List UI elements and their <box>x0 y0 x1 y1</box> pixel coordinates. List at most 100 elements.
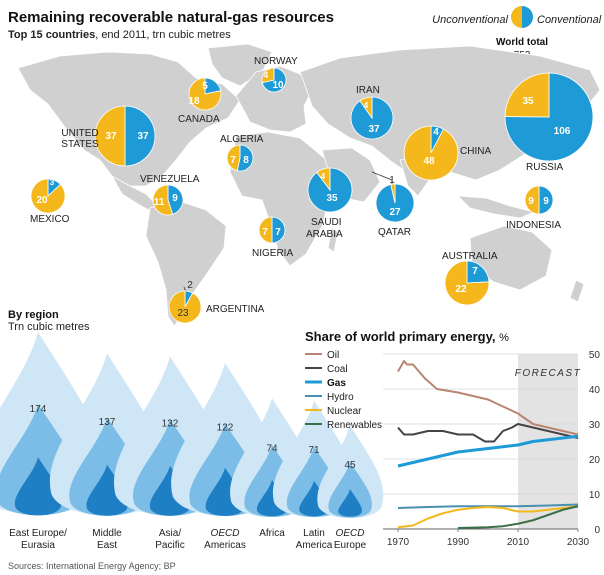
pie-slice-unconventional <box>168 290 202 324</box>
pie-slice-unconventional <box>188 77 222 111</box>
legend-label-renewables: Renewables <box>327 420 382 431</box>
flame-shape <box>86 464 128 516</box>
pie-slice-unconventional <box>152 184 174 216</box>
pie-slice-unconventional <box>390 183 396 204</box>
country-label-us-2: STATES <box>61 139 99 150</box>
series-line-renewables <box>457 505 579 529</box>
region-label-oecd-americas-2: Americas <box>204 540 246 551</box>
world-total-label: World total <box>496 37 548 48</box>
country-label-venezuela: VENEZUELA <box>140 174 200 185</box>
country-label-russia: RUSSIA <box>526 162 564 173</box>
pie-value-conventional: 3 <box>50 178 55 187</box>
pie-value-conventional: 9 <box>172 193 178 204</box>
flame-value: 122 <box>217 423 234 434</box>
pie-iran: 4 37 <box>350 96 394 140</box>
country-label-saudi-1: SAUDI <box>311 217 342 228</box>
pie-norway: 410 <box>261 67 287 93</box>
pie-saudi-arabia: 4 35 <box>307 167 353 213</box>
region-label-latin-america-2: America <box>296 540 333 551</box>
flame-value: 45 <box>344 460 356 471</box>
forecast-label: FORECAST <box>515 368 581 379</box>
region-flames: 174 137 132 122 74 71 45 <box>0 332 384 519</box>
pie-slice-conventional <box>504 72 594 162</box>
pie-value-unconventional: 11 <box>154 197 165 208</box>
y-tick-label: 40 <box>589 385 601 396</box>
pie-value-unconventional: 4 <box>364 101 369 110</box>
pie-slice-unconventional <box>30 178 66 214</box>
pie-value-conventional: 9 <box>543 196 549 207</box>
world-map <box>17 43 601 327</box>
pie-canada: 185 <box>188 77 222 111</box>
subtitle-bold: Top 15 countries <box>8 29 95 41</box>
country-label-china: CHINA <box>460 146 491 157</box>
flame-oecd-europe: 45 <box>317 425 384 519</box>
energy-chart-title-unit: % <box>499 332 509 344</box>
pie-slice-unconventional <box>94 105 126 167</box>
pie-value-conventional: 106 <box>554 126 571 137</box>
energy-chart-title: Share of world primary energy, % <box>305 329 509 344</box>
map-madagascar <box>327 227 339 253</box>
legend-conventional: Conventional <box>537 14 602 26</box>
pie-value-conventional: 37 <box>368 124 380 135</box>
pie-value-unconventional: 20 <box>36 195 48 206</box>
series-line-nuclear <box>397 505 579 529</box>
x-tick-label: 2010 <box>507 537 530 548</box>
pie-value-conventional: 2 <box>187 280 193 291</box>
legend-unconventional-swatch <box>511 6 522 28</box>
region-label-east-europe-1: East Europe/ <box>9 528 67 539</box>
pie-united-states: 37 37 <box>94 105 156 167</box>
pie-value-conventional: 35 <box>326 193 338 204</box>
pie-value-conventional: 27 <box>389 207 401 218</box>
region-label-oecd-americas-1: OECD <box>211 528 240 539</box>
country-label-indonesia: INDONESIA <box>506 220 561 231</box>
region-label-asia-1: Asia/ <box>159 528 181 539</box>
legend-label-coal: Coal <box>327 364 348 375</box>
legend-label-oil: Oil <box>327 350 339 361</box>
region-label-east-europe-2: Eurasia <box>21 540 55 551</box>
pie-australia: 22 7 <box>444 260 490 306</box>
legend-unconventional: Unconventional <box>432 14 508 26</box>
pie-value-unconventional: 7 <box>262 227 268 238</box>
region-labels: East Europe/ Eurasia Middle East Asia/ P… <box>9 528 366 551</box>
country-label-iran: IRAN <box>356 85 380 96</box>
region-chart-units: Trn cubic metres <box>8 321 90 333</box>
pie-slice-unconventional <box>504 72 550 118</box>
pie-slice-unconventional <box>359 96 373 120</box>
qatar-leader-line <box>371 171 393 181</box>
region-label-middle-east-2: East <box>97 540 117 551</box>
pie-value-conventional: 8 <box>243 155 249 166</box>
pie-value-conventional: 7 <box>472 266 478 277</box>
region-label-asia-2: Pacific <box>155 540 184 551</box>
country-labels: UNITED STATES CANADA NORWAY MEXICO VENEZ… <box>30 56 564 315</box>
region-label-middle-east-1: Middle <box>92 528 122 539</box>
y-tick-label: 20 <box>589 455 601 466</box>
pie-value-unconventional: 23 <box>177 308 189 319</box>
pie-slice-conventional <box>236 144 254 172</box>
x-tick-label: 1990 <box>447 537 470 548</box>
flame-value: 174 <box>30 404 47 415</box>
country-label-norway: NORWAY <box>254 56 298 67</box>
country-label-nigeria: NIGERIA <box>252 248 293 259</box>
region-label-oecd-europe-1: OECD <box>336 528 365 539</box>
y-tick-label: 50 <box>589 350 601 361</box>
pie-slice-conventional <box>538 185 554 215</box>
pie-value-conventional: 4 <box>433 127 439 138</box>
source-note: Sources: International Energy Agency; BP <box>8 561 176 571</box>
pie-value-unconventional: 22 <box>455 284 467 295</box>
map-indonesia <box>456 195 536 219</box>
pie-value-unconventional: 9 <box>528 196 534 207</box>
series-line-oil <box>397 360 579 436</box>
flame-shape <box>14 457 62 516</box>
pie-russia: 35 106 <box>504 72 594 162</box>
pie-slice-unconventional <box>226 144 241 172</box>
country-label-canada: CANADA <box>178 114 220 125</box>
pie-value-unconventional: 35 <box>522 96 534 107</box>
flame-shape <box>338 489 362 517</box>
subtitle-rest: , end 2011, trn cubic metres <box>95 29 231 41</box>
